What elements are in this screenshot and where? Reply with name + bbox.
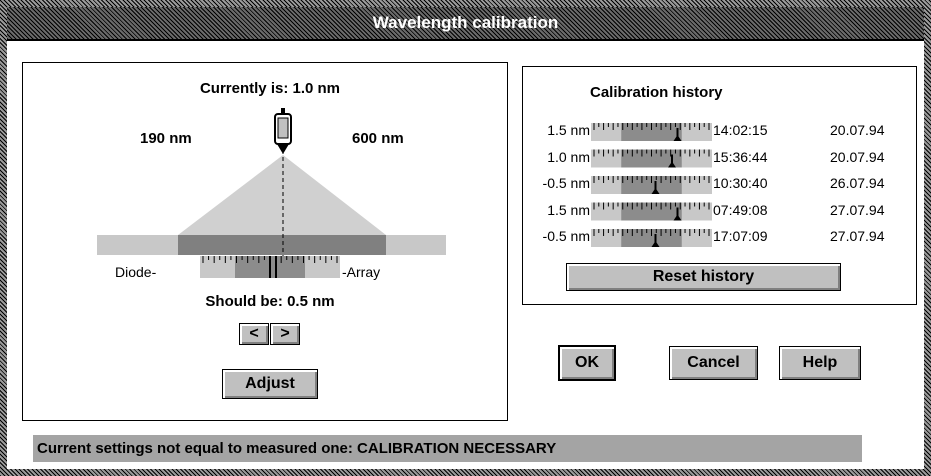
history-ruler [591,123,712,141]
history-date: 26.07.94 [830,175,885,191]
history-offset: 1.0 nm [547,148,590,165]
adjust-panel [22,62,508,421]
history-time: 17:07:09 [713,228,768,244]
probe-icon [274,108,292,154]
title-bar: Wavelength calibration [7,7,924,41]
history-marker-tip [668,161,676,168]
status-bar: Current settings not equal to measured o… [33,435,862,462]
history-ruler [591,176,712,194]
ok-button[interactable]: OK [558,345,616,381]
history-offset: 1.5 nm [547,122,590,138]
prev-button[interactable]: < [239,323,269,345]
ruler-mid [621,176,682,194]
history-date: 27.07.94 [830,201,885,218]
window-title: Wavelength calibration [372,13,559,32]
next-button[interactable]: > [270,323,300,345]
history-ruler [591,149,712,168]
history-time: 14:02:15 [713,122,768,138]
cancel-button[interactable]: Cancel [669,346,758,380]
history-date: 27.07.94 [830,228,885,244]
help-button[interactable]: Help [779,346,861,380]
light-cone [178,155,386,235]
history-panel [522,66,917,305]
history-time: 10:30:40 [713,175,768,191]
history-marker-tip [651,188,660,194]
history-marker-tip [651,241,660,247]
history-ruler [591,229,712,247]
target-value: Should be: 0.5 nm [205,293,335,310]
adjust-button[interactable]: Adjust [222,369,318,399]
array-right [386,235,446,255]
history-time: 07:49:08 [713,201,768,218]
history-time: 15:36:44 [713,148,768,165]
history-offset: 1.5 nm [547,201,590,218]
history-title: Calibration history [590,84,723,101]
reset-history-button[interactable]: Reset history [566,263,841,291]
range-min: 190 nm [140,130,192,147]
array-lit [178,235,386,255]
history-marker-tip [673,214,682,221]
array-left [97,235,178,255]
ruler-mid [621,149,682,168]
diode-label: Diode- [115,264,157,280]
history-date: 20.07.94 [830,148,885,165]
history-ruler [591,202,712,221]
history-marker-tip [673,135,682,141]
ruler-mid [621,123,682,141]
current-value: Currently is: 1.0 nm [199,80,341,97]
ruler-mid [621,229,682,247]
history-offset: -0.5 nm [542,228,590,244]
range-max: 600 nm [352,130,404,147]
array-label: -Array [342,264,381,280]
history-date: 20.07.94 [830,122,885,138]
history-offset: -0.5 nm [542,175,590,191]
ruler-mid [621,202,682,221]
target-ruler [200,256,340,278]
